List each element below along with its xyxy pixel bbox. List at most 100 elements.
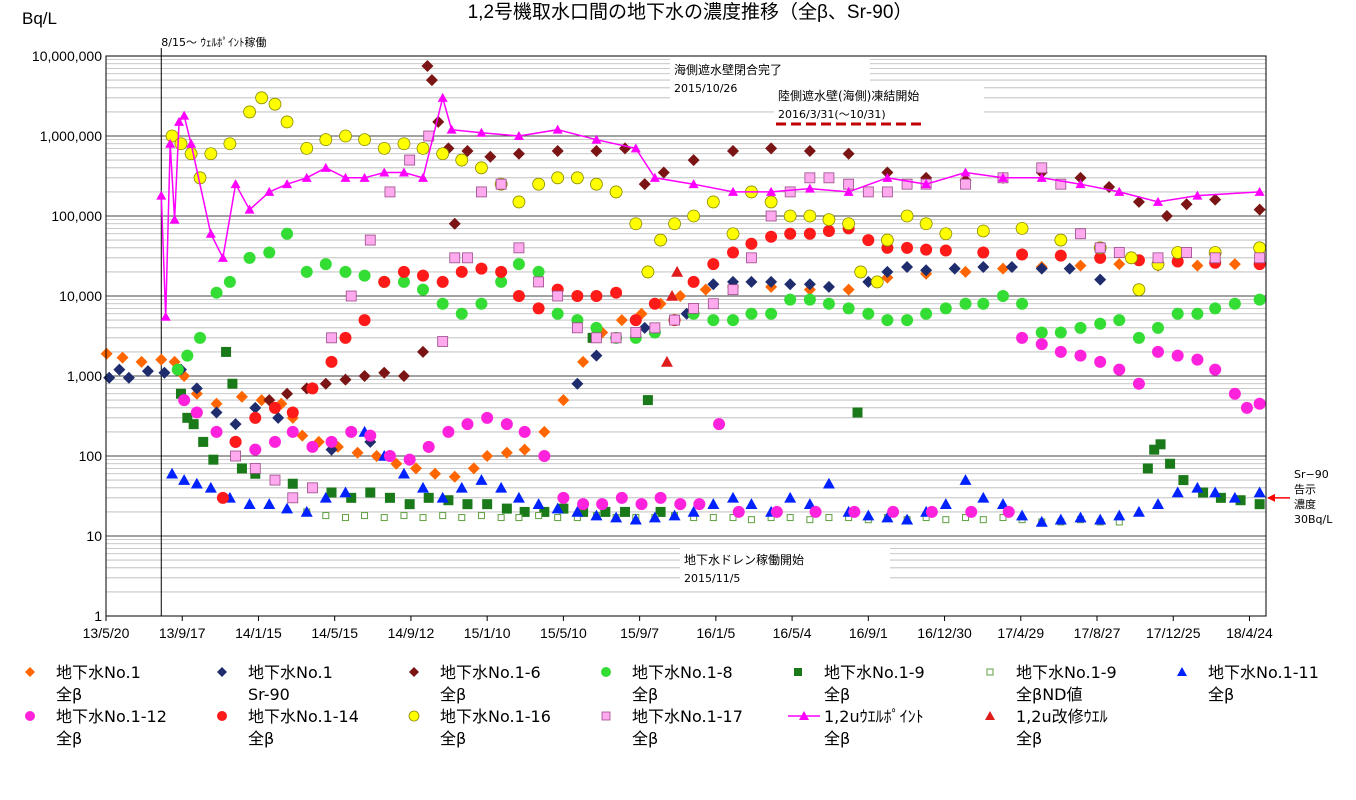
data-point <box>551 502 564 514</box>
data-point <box>461 418 474 431</box>
limit-annotation-line: 告示 <box>1294 483 1316 496</box>
legend-symbol <box>799 711 809 720</box>
data-point <box>707 498 720 509</box>
y-axis-unit-label: Bq/L <box>22 9 57 28</box>
data-point <box>532 498 545 509</box>
data-point <box>230 179 241 189</box>
data-point <box>784 186 796 198</box>
data-point <box>319 258 332 271</box>
data-point <box>1113 247 1125 258</box>
y-tick-label: 1,000 <box>67 368 102 384</box>
data-point <box>996 498 1009 509</box>
data-point <box>448 470 461 483</box>
data-point <box>765 275 778 288</box>
data-point <box>1113 363 1126 376</box>
legend-label: 地下水No.1-17 全β <box>632 707 743 748</box>
data-point <box>629 513 642 525</box>
chart-title: 1,2号機取水口間の地下水の濃度推移（全β、Sr-90） <box>468 1 913 23</box>
data-point <box>649 172 660 182</box>
data-point <box>1074 321 1087 334</box>
data-point <box>461 144 474 157</box>
limit-annotation-line: 30Bq/L <box>1294 513 1333 526</box>
data-point <box>1253 486 1266 498</box>
data-point <box>803 498 816 509</box>
data-point <box>481 450 494 462</box>
data-point <box>977 297 990 310</box>
data-point <box>1016 331 1029 344</box>
data-point <box>1160 210 1173 222</box>
data-point <box>1074 259 1087 272</box>
data-point <box>1113 314 1126 327</box>
data-point <box>495 275 508 288</box>
data-point <box>210 425 223 438</box>
data-point <box>745 498 758 509</box>
data-point <box>1075 179 1086 189</box>
data-point <box>287 478 298 489</box>
data-point <box>1149 444 1160 455</box>
data-point <box>416 345 429 358</box>
x-tick-label: 14/1/15 <box>235 625 282 641</box>
data-point <box>141 365 154 378</box>
series-10 <box>230 130 1266 504</box>
data-point <box>174 137 188 151</box>
series-1 <box>103 261 1107 456</box>
plot-area-border <box>105 55 1267 617</box>
data-point <box>416 141 430 155</box>
data-point <box>1253 397 1266 410</box>
data-point <box>642 395 653 406</box>
legend-item: 地下水No.1 Sr-90 <box>212 662 402 722</box>
chart-svg: 1,2号機取水口間の地下水の濃度推移（全β、Sr-90） Bq/L 1 10 100… <box>22 1 1333 641</box>
legend-symbol <box>217 711 227 721</box>
data-point <box>482 499 493 510</box>
data-point <box>169 214 180 224</box>
data-point <box>551 307 564 320</box>
data-point <box>455 265 468 278</box>
data-point <box>249 401 262 414</box>
data-point <box>764 195 778 209</box>
data-point <box>668 509 681 521</box>
data-point <box>100 347 113 360</box>
data-point <box>455 307 468 320</box>
data-point <box>727 491 740 503</box>
x-tick-label: 13/5/20 <box>83 625 130 641</box>
data-point <box>745 307 758 320</box>
data-point <box>306 382 319 395</box>
data-point <box>881 166 894 179</box>
data-point <box>476 127 487 137</box>
data-point <box>281 387 294 400</box>
data-point <box>638 321 651 334</box>
y-tick-label: 100 <box>79 448 103 464</box>
legend-item: 地下水No.1-16 全β <box>404 706 594 766</box>
data-point <box>707 278 720 291</box>
series-3 <box>171 227 1266 376</box>
data-point <box>421 59 434 72</box>
data-point <box>403 453 416 466</box>
data-point <box>784 278 797 291</box>
data-point <box>1254 252 1266 264</box>
data-point <box>600 506 611 517</box>
x-tick-label: 16/5/4 <box>773 625 812 641</box>
data-point <box>383 450 396 462</box>
data-point <box>1209 302 1222 315</box>
data-point <box>116 351 129 364</box>
data-point <box>538 450 551 462</box>
data-point <box>699 283 712 296</box>
data-point <box>804 172 816 184</box>
data-point <box>223 137 237 151</box>
data-point <box>477 512 485 520</box>
data-point <box>476 186 487 198</box>
data-point <box>1063 262 1076 275</box>
data-point <box>784 227 797 240</box>
data-point <box>551 171 565 185</box>
data-point <box>1005 261 1018 274</box>
data-point <box>729 514 737 522</box>
data-point <box>1124 251 1138 265</box>
data-point <box>1035 515 1048 527</box>
data-point <box>186 138 197 148</box>
data-point <box>512 258 525 271</box>
data-point <box>745 237 758 250</box>
data-point <box>495 481 508 493</box>
data-point <box>577 355 590 368</box>
data-point <box>609 185 623 199</box>
data-point <box>1152 321 1165 334</box>
